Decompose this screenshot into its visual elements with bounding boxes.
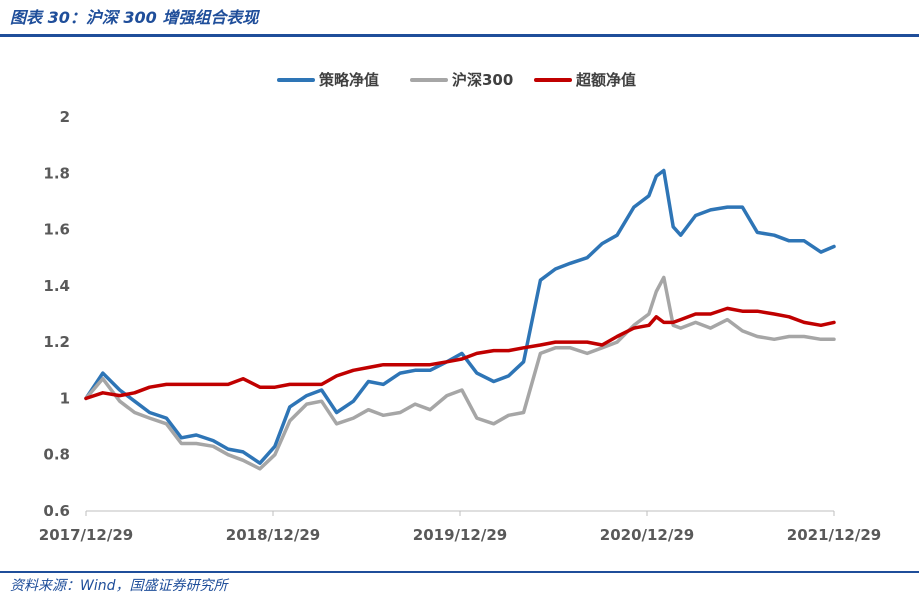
- series-line-2: [84, 275, 836, 471]
- y-tick-label: 0.8: [43, 446, 70, 464]
- legend-label: 沪深300: [452, 71, 513, 89]
- figure-title: 图表 30：沪深 300 增强组合表现: [10, 8, 259, 27]
- x-tick-label: 2019/12/29: [413, 526, 507, 544]
- line-chart: 0.6 0.8 1 1.2 1.4 1.6 1.8 2 2017/12/29 2018/12/29…: [0, 40, 919, 570]
- y-tick-label: 1: [60, 389, 70, 407]
- y-tick-label: 0.6: [43, 502, 70, 520]
- x-tick-label: 2018/12/29: [226, 526, 320, 544]
- title-divider: [0, 34, 919, 37]
- x-tick-label: 2017/12/29: [39, 526, 133, 544]
- series-line-3: [84, 306, 836, 401]
- legend-label: 策略净值: [318, 71, 379, 89]
- y-tick-label: 1.2: [43, 333, 70, 351]
- y-tick-label: 1.8: [43, 164, 70, 182]
- legend-label: 超额净值: [575, 71, 636, 89]
- series-line-1: [84, 168, 836, 465]
- y-tick-label: 2: [60, 108, 70, 126]
- y-tick-label: 1.6: [43, 221, 70, 239]
- y-tick-label: 1.4: [43, 277, 70, 295]
- x-tick-label: 2020/12/29: [600, 526, 694, 544]
- source-divider: [0, 571, 919, 573]
- figure-source: 资料来源：Wind，国盛证券研究所: [10, 578, 228, 594]
- chart-canvas: 0.6 0.8 1 1.2 1.4 1.6 1.8 2 2017/12/29 2018/12/29…: [39, 71, 881, 544]
- x-tick-label: 2021/12/29: [787, 526, 881, 544]
